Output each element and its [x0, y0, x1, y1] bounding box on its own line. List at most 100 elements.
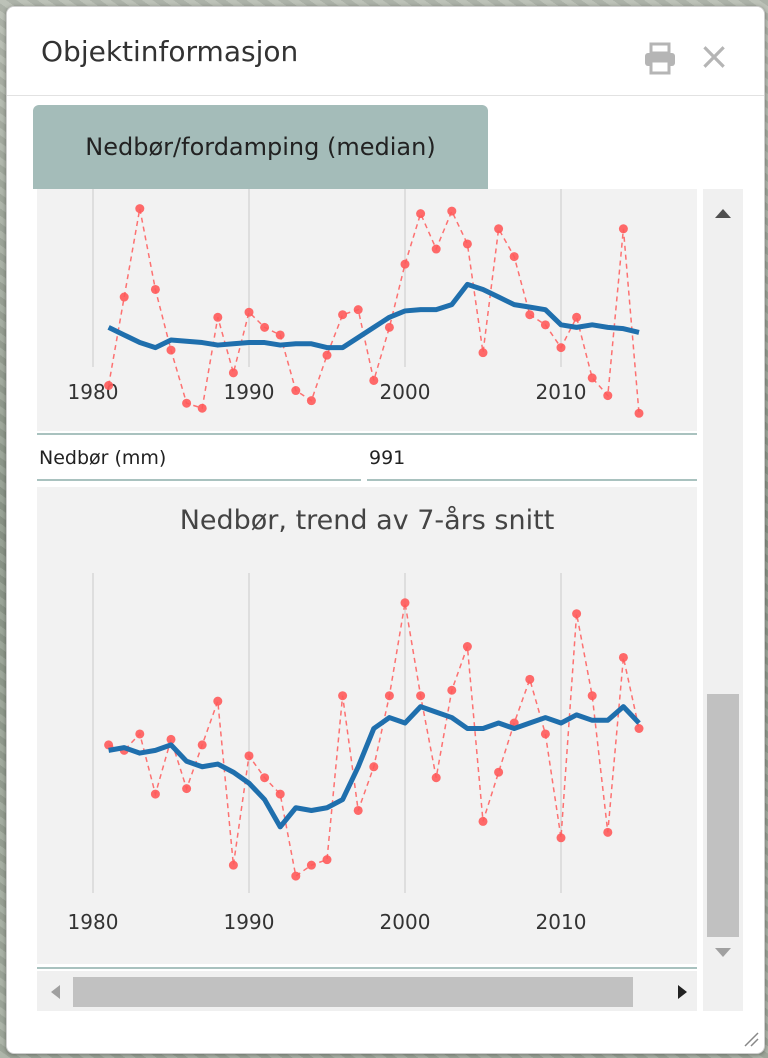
property-value: 991 [369, 447, 406, 469]
annual-data-point [525, 674, 535, 684]
annual-data-point [540, 729, 550, 739]
x-tick-label: 2000 [380, 910, 431, 934]
annual-data-point [150, 284, 160, 294]
chart1-svg: 1980 1990 2000 2010 [68, 189, 644, 418]
trend-series-line [107, 281, 640, 351]
annual-data-point [182, 784, 192, 794]
scroll-content: 1980 1990 2000 2010 Nedbør (mm) 991 Nedbør,… [37, 189, 697, 971]
annual-data-point [618, 224, 628, 234]
annual-data-point [603, 827, 613, 837]
chart-title: Nedbør, trend av 7-års snitt [179, 505, 555, 536]
tab-nedbor-fordamping[interactable]: Nedbør/fordamping (median) [33, 105, 488, 189]
annual-data-point [338, 691, 348, 701]
annual-data-point [244, 307, 254, 317]
annual-data-point [525, 310, 535, 320]
property-label: Nedbør (mm) [39, 447, 167, 469]
x-tick-label: 2000 [380, 380, 431, 404]
annual-data-point [494, 224, 504, 234]
panel-title: Objektinformasjon [41, 35, 299, 68]
annual-data-point [416, 209, 426, 219]
annual-data-point [384, 322, 394, 332]
divider [37, 967, 697, 969]
vertical-scrollbar[interactable] [703, 189, 743, 971]
annual-data-point [462, 239, 472, 249]
annual-data-point [400, 259, 410, 269]
chart-annual-precipitation: 1980 1990 2000 2010 [37, 189, 697, 431]
scrollbar-corner [703, 971, 743, 1011]
annual-data-point [400, 598, 410, 608]
annual-data-point [353, 805, 363, 815]
annual-data-point [431, 773, 441, 783]
annual-data-point [369, 375, 379, 385]
close-icon[interactable]: × [698, 34, 730, 78]
annual-data-point [447, 685, 457, 695]
annual-data-point [135, 729, 145, 739]
annual-data-point [150, 789, 160, 799]
annual-data-point [322, 855, 332, 865]
annual-data-point [618, 652, 628, 662]
annual-data-point [369, 762, 379, 772]
annual-data-point [275, 330, 285, 340]
annual-data-point [275, 789, 285, 799]
annual-data-point [119, 292, 129, 302]
annual-data-point [291, 386, 301, 396]
annual-data-point [384, 691, 394, 701]
chart-trend-7yr: Nedbør, trend av 7-års snitt 1980 1990 200… [37, 487, 697, 964]
divider [37, 433, 697, 435]
annual-data-point [322, 350, 332, 360]
object-info-panel: Objektinformasjon × Nedbør/fordamping (m… [6, 6, 765, 1054]
annual-data-point [338, 310, 348, 320]
annual-data-point [556, 833, 566, 843]
annual-data-point [462, 642, 472, 652]
annual-data-point [447, 206, 457, 216]
annual-data-point [478, 816, 488, 826]
annual-data-point [603, 391, 613, 401]
annual-data-point [104, 381, 114, 391]
chart2-svg: 1980 1990 2000 2010 [68, 573, 644, 934]
annual-data-point [228, 860, 238, 870]
x-tick-label: 1990 [224, 910, 275, 934]
vertical-scroll-thumb[interactable] [707, 694, 739, 937]
annual-data-point [494, 767, 504, 777]
x-tick-label: 1990 [224, 380, 275, 404]
resize-handle-icon[interactable] [741, 1029, 759, 1047]
annual-data-point [260, 773, 270, 783]
annual-data-point [431, 244, 441, 254]
annual-data-point [104, 740, 114, 750]
annual-data-point [166, 734, 176, 744]
annual-data-point [353, 305, 363, 315]
scroll-up-icon[interactable] [711, 203, 735, 223]
trend-series-line [108, 704, 641, 830]
scroll-down-icon[interactable] [711, 943, 735, 963]
scroll-left-icon[interactable] [45, 981, 65, 1003]
annual-data-point [587, 373, 597, 383]
horizontal-scrollbar[interactable] [37, 971, 697, 1011]
annual-data-point [166, 345, 176, 355]
annual-data-point [291, 871, 301, 881]
scroll-right-icon[interactable] [673, 981, 693, 1003]
annual-data-point [540, 320, 550, 330]
annual-data-point [478, 348, 488, 358]
annual-data-point [556, 343, 566, 353]
annual-data-point [634, 724, 644, 734]
panel-header: Objektinformasjon × [7, 7, 764, 96]
print-icon[interactable] [643, 41, 677, 75]
annual-data-point [572, 609, 582, 619]
x-tick-label: 2010 [536, 380, 587, 404]
divider [37, 479, 361, 481]
annual-data-point [244, 751, 254, 761]
annual-data-point [260, 322, 270, 332]
annual-data-point [213, 696, 223, 706]
annual-data-point [182, 398, 192, 408]
annual-data-point [306, 396, 316, 406]
annual-data-point [228, 368, 238, 378]
annual-data-point [634, 408, 644, 418]
annual-data-point [197, 740, 207, 750]
horizontal-scroll-thumb[interactable] [73, 977, 633, 1007]
annual-data-point [416, 691, 426, 701]
annual-data-point [306, 860, 316, 870]
x-tick-label: 2010 [536, 910, 587, 934]
divider [367, 479, 697, 481]
annual-data-point [572, 312, 582, 322]
annual-data-point [213, 312, 223, 322]
